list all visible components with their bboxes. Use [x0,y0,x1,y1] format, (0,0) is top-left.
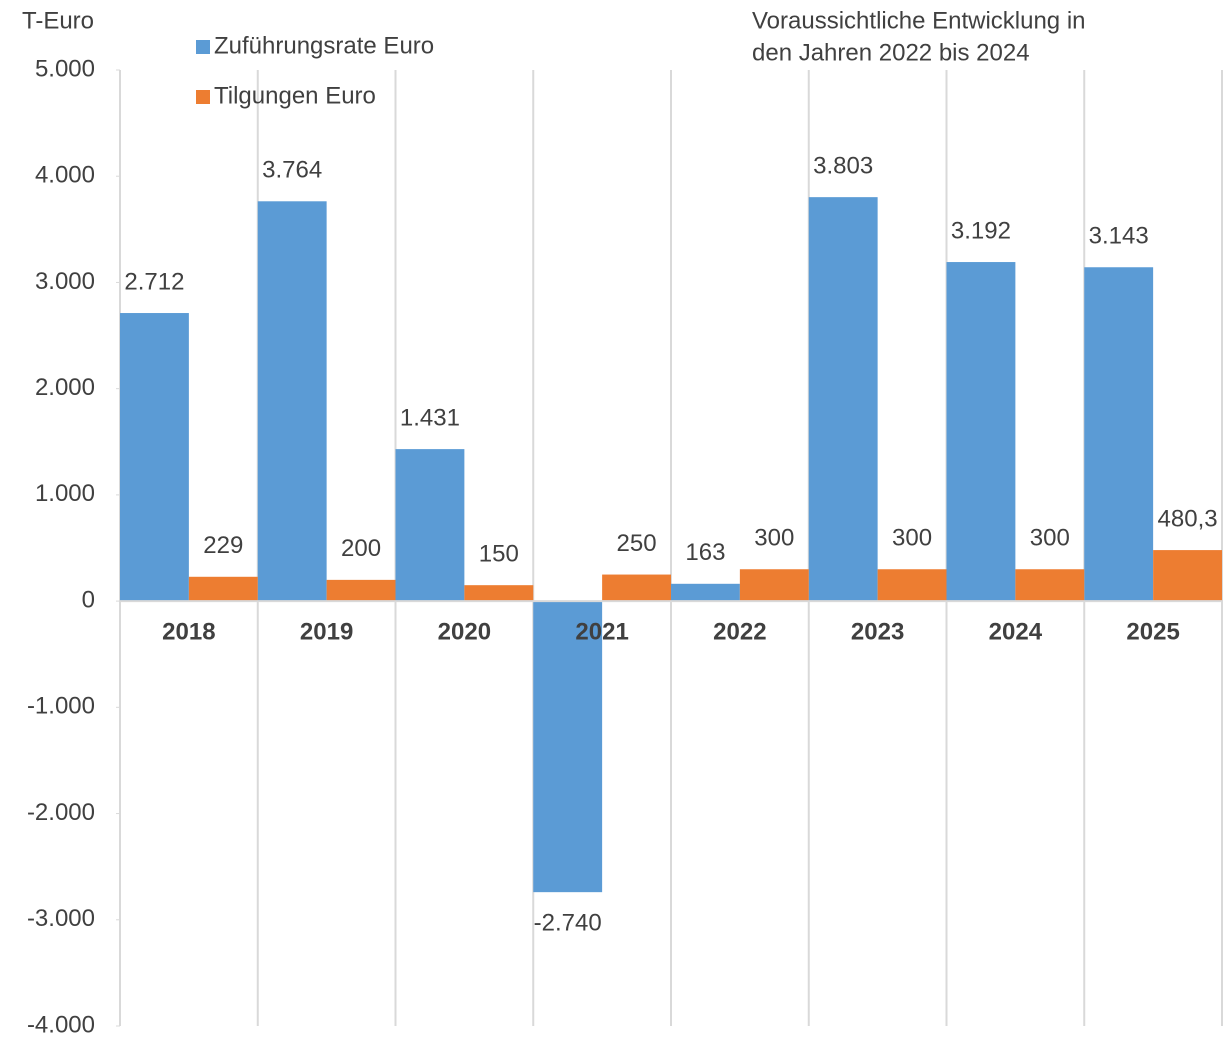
y-tick-label: -4.000 [27,1011,95,1038]
bar [877,569,947,602]
y-tick-label: -3.000 [27,905,95,932]
legend-swatch [196,40,210,54]
annotation: Voraussichtliche Entwicklung in [752,7,1086,34]
bar [1084,267,1154,602]
y-tick-label: 3.000 [35,268,95,295]
value-label: 2.712 [124,268,184,295]
value-label: 229 [203,532,243,559]
x-tick-label: 2018 [162,618,215,645]
bar [464,585,534,602]
value-label: 3.192 [951,217,1011,244]
value-label: 163 [685,539,725,566]
x-tick-label: 2021 [575,618,628,645]
value-label: 3.143 [1089,223,1149,250]
x-tick-label: 2019 [300,618,353,645]
value-label: 150 [479,541,519,568]
y-tick-label: 1.000 [35,480,95,507]
value-label: 300 [1030,525,1070,552]
annotation: den Jahren 2022 bis 2024 [752,39,1030,66]
bar [671,583,740,602]
bar [326,579,396,602]
legend-label: Zuführungsrate Euro [214,32,434,59]
value-label: 250 [617,530,657,557]
bar [1015,569,1085,602]
bar [739,569,809,602]
y-tick-label: -2.000 [27,799,95,826]
y-tick-label: 2.000 [35,374,95,401]
bar [188,576,258,602]
value-label: 200 [341,535,381,562]
x-tick-label: 2025 [1126,618,1179,645]
bar [120,313,189,602]
value-label: 300 [754,525,794,552]
y-axis-label: T-Euro [22,7,94,34]
y-tick-label: 0 [82,586,95,613]
y-tick-label: 5.000 [35,55,95,82]
x-tick-label: 2023 [851,618,904,645]
bar [257,201,327,602]
bar [602,574,671,602]
x-tick-label: 2024 [989,618,1043,645]
value-label: 300 [892,525,932,552]
legend-swatch [196,90,210,104]
y-tick-label: -1.000 [27,693,95,720]
value-label: 3.803 [813,152,873,179]
bar [533,601,603,893]
value-label: 3.764 [262,157,322,184]
y-tick-label: 4.000 [35,162,95,189]
x-tick-label: 2022 [713,618,766,645]
value-label: 480,3 [1158,505,1218,532]
bar [1153,550,1222,602]
bar [808,197,878,602]
legend-label: Tilgungen Euro [214,82,376,109]
bar [395,449,465,602]
value-label: 1.431 [400,404,460,431]
bar [946,262,1016,602]
x-tick-label: 2020 [438,618,491,645]
value-label: -2.740 [534,910,602,937]
